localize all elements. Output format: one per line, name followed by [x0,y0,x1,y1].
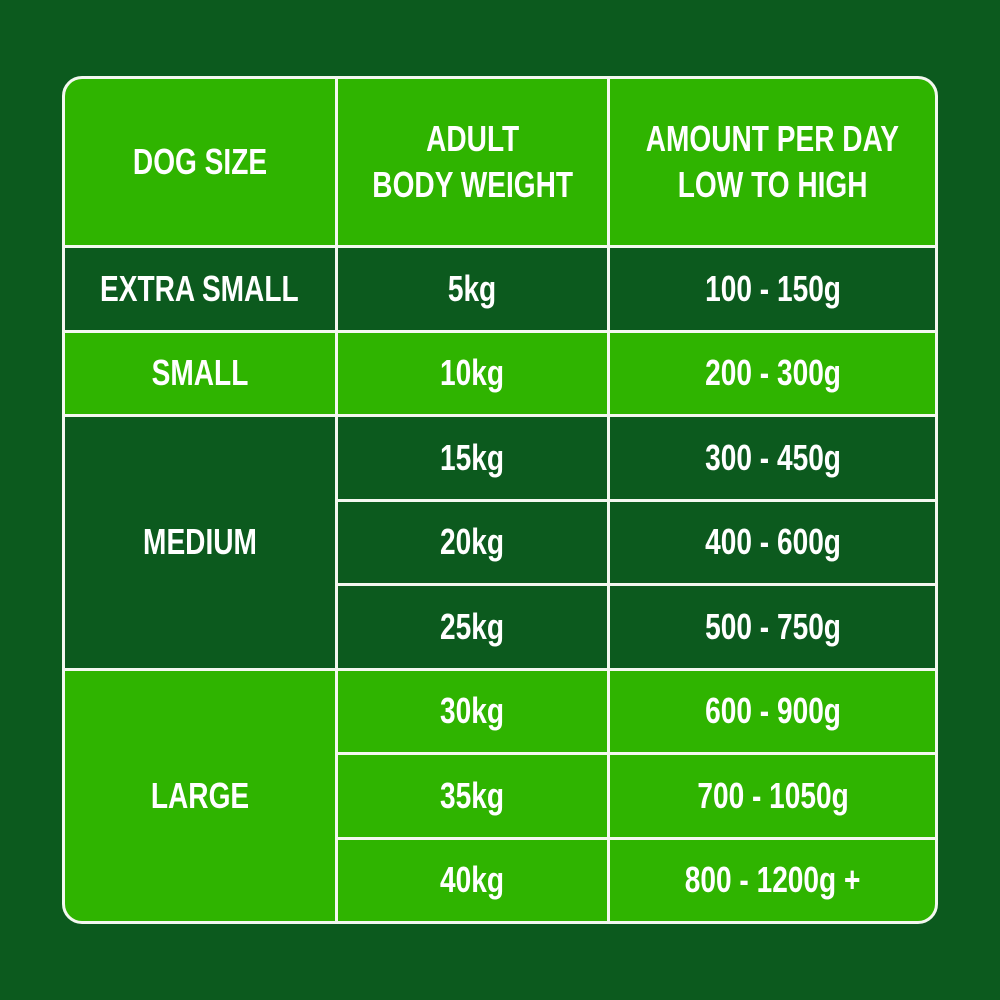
cell-text: 800 - 1200g + [684,859,861,901]
cell-text: 200 - 300g [704,352,841,394]
cell-text: LOW TO HIGH [677,164,868,205]
amount-cell: 400 - 600g [610,501,935,583]
weight-cell: 5kg [337,248,608,330]
cell-text: 400 - 600g [704,521,841,563]
amount-cell: 200 - 300g [610,332,935,414]
weight-cell: 25kg [337,586,608,668]
cell-text: DOG SIZE [132,141,267,182]
cell-text: 100 - 150g [704,267,841,309]
dog-size-cell: EXTRA SMALL [65,248,335,330]
cell-text: 10kg [440,352,505,394]
cell-text: 30kg [440,690,505,732]
cell-text: SMALL [151,352,249,394]
cell-text: 15kg [440,436,505,478]
amount-cell: 800 - 1200g + [610,839,935,921]
cell-text: MEDIUM [142,521,257,563]
header-cell: DOG SIZE [65,79,335,245]
weight-cell: 15kg [337,417,608,499]
feeding-table: DOG SIZE ADULT BODY WEIGHT AMOUNT PER DAY LO… [62,76,938,924]
amount-cell: 700 - 1050g [610,755,935,837]
cell-text: BODY WEIGHT [372,164,573,205]
cell-text: 40kg [440,859,505,901]
cell-text: 300 - 450g [704,436,841,478]
cell-text: 600 - 900g [704,690,841,732]
weight-cell: 35kg [337,755,608,837]
weight-cell: 40kg [337,839,608,921]
header-cell: AMOUNT PER DAY LOW TO HIGH [610,79,935,245]
amount-cell: 600 - 900g [610,670,935,752]
weight-cell: 10kg [337,332,608,414]
cell-text: 20kg [440,521,505,563]
amount-cell: 100 - 150g [610,248,935,330]
cell-text: ADULT [425,118,520,159]
cell-text: LARGE [150,774,249,816]
cell-text: 5kg [448,267,497,309]
dog-size-cell: LARGE [65,670,335,921]
cell-text: EXTRA SMALL [100,267,300,309]
weight-cell: 30kg [337,670,608,752]
cell-text: 700 - 1050g [696,774,849,816]
cell-text: 500 - 750g [704,605,841,647]
dog-size-cell: SMALL [65,332,335,414]
amount-cell: 500 - 750g [610,586,935,668]
weight-cell: 20kg [337,501,608,583]
dog-size-cell: MEDIUM [65,417,335,668]
header-cell: ADULT BODY WEIGHT [337,79,608,245]
cell-text: AMOUNT PER DAY [646,118,900,159]
cell-text: 35kg [440,774,505,816]
amount-cell: 300 - 450g [610,417,935,499]
cell-text: 25kg [440,605,505,647]
